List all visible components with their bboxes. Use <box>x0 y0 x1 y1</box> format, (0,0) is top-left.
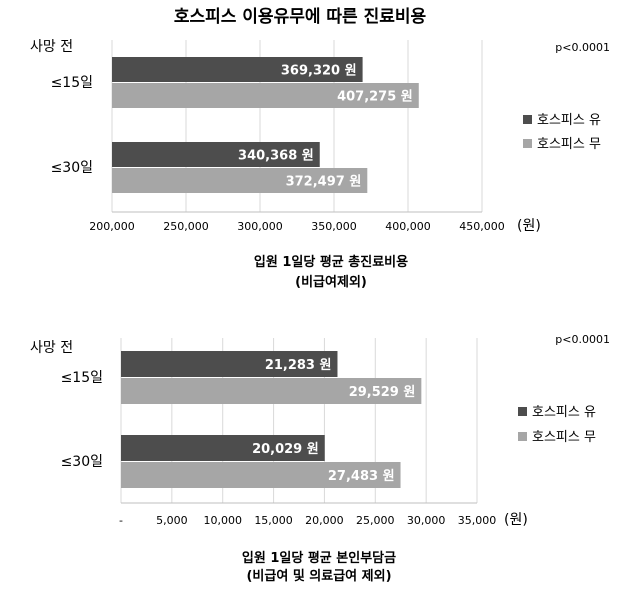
category-label: ≤15일 <box>61 370 103 386</box>
charts-container: 200,000 250,000 300,000 350,000 400,000 450,0… <box>30 39 610 584</box>
category-label: ≤30일 <box>61 454 103 470</box>
x-tick-label: 450,000 <box>459 220 505 233</box>
x-tick-label: 200,000 <box>89 220 135 233</box>
x-axis-title: 입원 1일당 평균 총진료비용 <box>254 254 408 270</box>
legend-swatch <box>523 115 532 124</box>
x-tick-label: 30,000 <box>407 514 446 527</box>
x-axis-title: 입원 1일당 평균 본인부담금 <box>242 550 396 566</box>
x-tick-label: 400,000 <box>385 220 431 233</box>
group-header: 사망 전 <box>30 39 73 55</box>
data-label: 372,497 원 <box>286 175 362 190</box>
x-axis-subtitle: (비급여제외) <box>295 274 367 290</box>
bar <box>112 57 363 82</box>
legend-swatch <box>523 139 532 148</box>
legend-label: 호스피스 무 <box>537 137 601 152</box>
x-tick-label: 25,000 <box>356 514 395 527</box>
x-unit-label: (원) <box>517 218 541 234</box>
data-label: 27,483 원 <box>328 469 395 484</box>
chart-panel-2: - 5,000 10,000 15,000 20,000 25,000 30,000 35,0… <box>30 333 610 584</box>
bar <box>121 462 401 488</box>
group-header: 사망 전 <box>30 340 73 356</box>
legend-label: 호스피스 유 <box>532 405 596 420</box>
data-label: 29,529 원 <box>349 385 416 400</box>
figure-title: 호스피스 이용유무에 따른 진료비용 <box>174 7 427 27</box>
x-tick-label: 35,000 <box>458 514 497 527</box>
bar <box>121 351 338 377</box>
legend-swatch <box>518 407 527 416</box>
bar <box>112 83 419 108</box>
category-label: ≤30일 <box>51 160 93 176</box>
bar <box>121 435 325 461</box>
x-tick-label: 5,000 <box>156 514 188 527</box>
legend-label: 호스피스 무 <box>532 430 596 445</box>
category-label: ≤15일 <box>51 75 93 91</box>
data-label: 21,283 원 <box>265 358 332 373</box>
data-label: 407,275 원 <box>337 90 413 105</box>
x-axis-subtitle: (비급여 및 의료급여 제외) <box>246 568 391 584</box>
bar <box>112 168 368 193</box>
p-value-annotation: p<0.0001 <box>555 41 610 54</box>
x-tick-label: - <box>119 514 123 527</box>
x-tick-label: 15,000 <box>254 514 293 527</box>
chart-panel-1: 200,000 250,000 300,000 350,000 400,000 450,0… <box>30 39 610 290</box>
x-tick-label: 300,000 <box>237 220 283 233</box>
p-value-annotation: p<0.0001 <box>555 333 610 346</box>
x-tick-label: 20,000 <box>305 514 344 527</box>
legend-label: 호스피스 유 <box>537 113 601 128</box>
data-label: 340,368 원 <box>238 149 314 164</box>
bar <box>121 378 422 404</box>
data-label: 20,029 원 <box>252 442 319 457</box>
x-tick-label: 250,000 <box>163 220 209 233</box>
x-unit-label: (원) <box>504 512 528 528</box>
x-tick-label: 350,000 <box>311 220 357 233</box>
legend-swatch <box>518 432 527 441</box>
bar <box>112 142 320 167</box>
x-tick-label: 10,000 <box>203 514 242 527</box>
data-label: 369,320 원 <box>281 64 357 79</box>
